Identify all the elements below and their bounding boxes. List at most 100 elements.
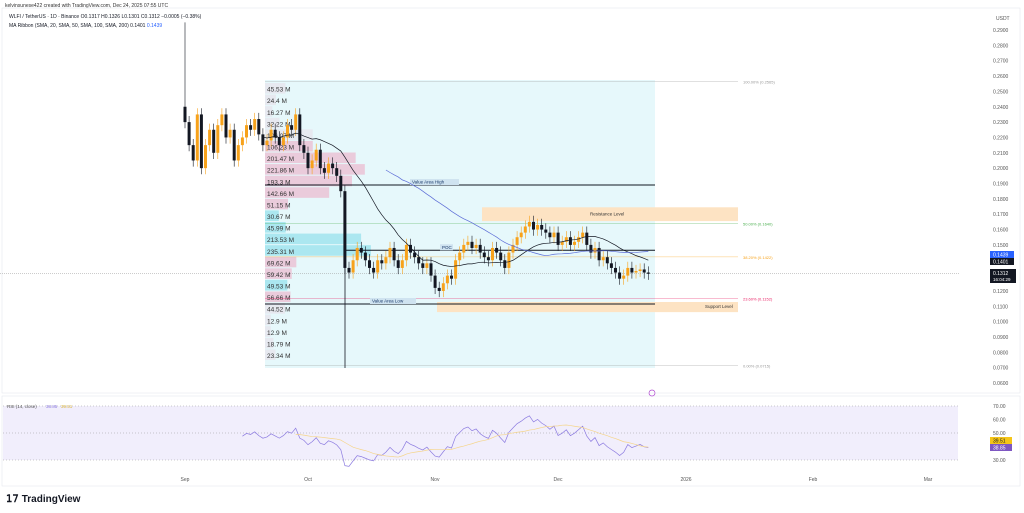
- candle-body: [552, 232, 556, 238]
- volume-profile-label: 193.3 M: [267, 179, 291, 186]
- x-tick: Dec: [554, 477, 563, 483]
- volume-profile-label: 106.07 M: [267, 133, 294, 140]
- candle-body: [220, 114, 224, 126]
- volume-profile-label: 16.27 M: [267, 110, 291, 117]
- value-area-box: [265, 80, 655, 368]
- candle-body: [544, 229, 548, 233]
- candle-body: [363, 252, 367, 261]
- price-pane-border: [1, 7, 1021, 394]
- volume-profile-label: 142.66 M: [267, 191, 294, 198]
- volume-profile-bar: [265, 187, 330, 198]
- volume-profile-bar: [265, 222, 286, 233]
- candle-body: [532, 221, 535, 230]
- y-tick: 0.2100: [993, 151, 1009, 157]
- candle-body: [191, 145, 195, 161]
- candle-body: [425, 263, 429, 268]
- candle-body: [216, 125, 220, 153]
- sma-50-line: [385, 169, 649, 257]
- candle-body: [593, 247, 597, 253]
- candle-body: [396, 260, 400, 268]
- candle-body: [577, 237, 581, 242]
- vah-label-bg: [410, 179, 459, 186]
- candle-body: [642, 269, 646, 273]
- volume-profile-bar: [265, 106, 273, 117]
- credit-line: kelvinsunese422 created with TradingView…: [5, 3, 169, 9]
- ma-legend[interactable]: MA Ribbon (SMA, 20, SMA, 50, SMA, 100, S…: [9, 23, 162, 29]
- candle-body: [548, 232, 552, 238]
- candle-body: [331, 163, 335, 169]
- candle-body: [597, 247, 601, 261]
- y-tick: 0.1700: [993, 212, 1009, 218]
- candle-body: [634, 270, 638, 273]
- candle-body: [527, 221, 531, 227]
- candle-body: [433, 275, 437, 288]
- ma-black-badge-text: 0.1401: [993, 260, 1009, 266]
- x-tick: Feb: [809, 477, 818, 483]
- val-label-bg: [370, 297, 416, 304]
- candle-body: [253, 119, 257, 130]
- candle-body: [429, 263, 433, 276]
- candle-body: [458, 252, 462, 261]
- candle-body: [236, 145, 240, 161]
- candle-body: [540, 224, 544, 230]
- candle-body: [400, 260, 404, 268]
- candle-body: [380, 260, 384, 264]
- volume-profile-bar: [265, 256, 297, 268]
- y-tick: 0.2200: [993, 135, 1009, 141]
- tv-logo-icon: 𝟣𝟩: [6, 494, 19, 505]
- x-tick: 2026: [680, 477, 691, 483]
- symbol-legend[interactable]: WLFI / TetherUS · 1D · Binance O0.1317 H…: [9, 14, 202, 20]
- last-price-text: 0.1312: [993, 271, 1009, 277]
- volume-profile-label: 32.22 M: [267, 121, 291, 128]
- volume-profile-label: 12.9 M: [267, 318, 287, 325]
- candle-body: [519, 232, 523, 238]
- rsi-value: 38.85: [46, 404, 58, 409]
- volume-profile-label: 59.42 M: [267, 272, 291, 279]
- rsi-tick: 30.00: [993, 458, 1006, 464]
- candle-body: [581, 232, 585, 238]
- volume-profile-bar: [265, 245, 371, 256]
- candle-body: [511, 244, 515, 253]
- candle-body: [638, 269, 642, 271]
- volume-profile-bar: [265, 175, 352, 187]
- candle-body: [491, 247, 494, 261]
- candle-body: [495, 247, 499, 253]
- candle-body: [474, 244, 478, 248]
- candle-body: [409, 244, 412, 253]
- candle-body: [310, 160, 314, 169]
- candle-body: [314, 149, 318, 161]
- y-tick: 0.2600: [993, 74, 1009, 80]
- candle-body: [445, 275, 449, 284]
- y-tick: 0.2900: [993, 28, 1009, 34]
- fib-label: 38.20% (0.1422): [743, 255, 773, 260]
- support-label: Support Level: [705, 304, 733, 309]
- ma-legend-text: MA Ribbon (SMA, 20, SMA, 50, SMA, 100, S…: [9, 23, 146, 29]
- candle-body: [286, 125, 289, 138]
- volume-profile-bar: [265, 198, 289, 210]
- rsi-line: [242, 415, 649, 467]
- volume-profile-label: 235.31 M: [267, 249, 294, 256]
- candle-body: [454, 260, 458, 279]
- sma-20-line: [262, 132, 649, 267]
- candle-body: [630, 267, 634, 273]
- candle-body: [249, 125, 253, 130]
- candle-body: [355, 247, 359, 261]
- val-label: Value Area Low: [372, 298, 404, 303]
- candle-body: [388, 247, 392, 258]
- volume-profile-bar: [265, 337, 274, 349]
- candle-body: [335, 168, 339, 176]
- candle-body: [499, 252, 503, 261]
- support-zone: [437, 302, 738, 313]
- candle-body: [208, 129, 212, 146]
- y-tick: 0.1600: [993, 228, 1009, 234]
- candle-body: [421, 263, 425, 268]
- resistance-zone: [482, 207, 738, 222]
- candle-body: [601, 257, 605, 261]
- volume-profile-label: 30.67 M: [267, 214, 291, 221]
- fib-label: 0.00% (0.0715): [743, 363, 771, 368]
- candle-body: [503, 260, 507, 268]
- candle-body: [306, 152, 310, 169]
- y-tick: 0.2300: [993, 120, 1009, 126]
- poc-label-bg: [440, 244, 453, 251]
